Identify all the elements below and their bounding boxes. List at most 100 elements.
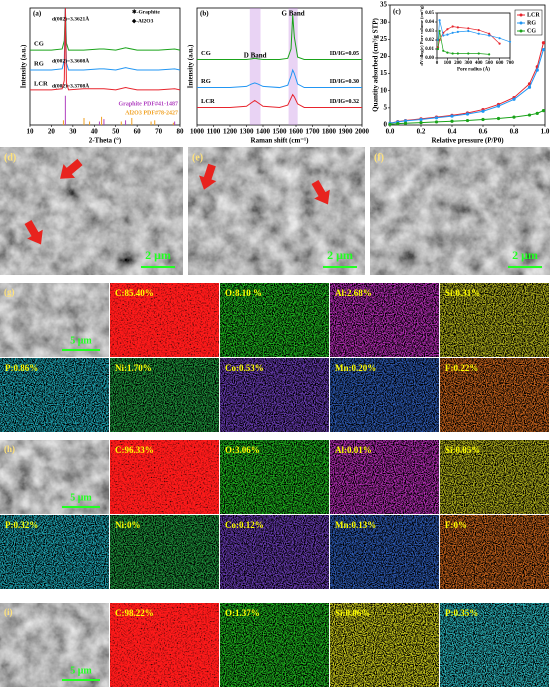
- element-label: Mn:0.20%: [335, 363, 376, 373]
- series-marker: [442, 34, 445, 37]
- y-tick-label: 35: [380, 1, 388, 9]
- series-marker: [488, 32, 491, 35]
- series-marker: [465, 118, 470, 123]
- panel-label: (d): [4, 152, 16, 163]
- panel-label: (a): [33, 10, 42, 18]
- element-map: [440, 358, 549, 432]
- x-tick-label: 0.8: [510, 128, 519, 136]
- element-label: Mn:0.13%: [335, 520, 376, 530]
- element-map: [110, 603, 219, 687]
- y-axis-label: Intensity (a.u.): [187, 44, 195, 88]
- series-marker: [403, 119, 408, 123]
- x-tick-label: 30: [69, 128, 77, 136]
- element-map: [110, 515, 219, 589]
- annotation: d(002)=3.3621Å: [52, 14, 89, 22]
- element-map: [330, 440, 439, 514]
- element-label: Al:0.01%: [335, 445, 372, 455]
- panel-label: (h): [4, 444, 15, 454]
- series-marker: [419, 121, 423, 125]
- series-line: [30, 8, 180, 91]
- series-marker: [434, 116, 439, 120]
- element-label: C:85.40%: [115, 288, 154, 298]
- element-label: Ni:1.70%: [115, 363, 152, 373]
- series-line: [197, 68, 362, 89]
- ratio-label: ID/IG=0.30: [330, 79, 359, 85]
- x-tick-label: 300: [465, 61, 473, 66]
- series-marker: [456, 52, 459, 55]
- element-map: [220, 603, 329, 687]
- sem-image: [0, 603, 109, 687]
- element-label: F:0.22%: [445, 363, 478, 373]
- x-tick-label: 600: [496, 61, 504, 66]
- y-tick-label: 0.04: [425, 20, 434, 25]
- x-tick-label: 500: [485, 61, 493, 66]
- x-tick-label: 1700: [306, 128, 321, 136]
- x-tick-label: 70: [155, 128, 163, 136]
- sem-image: [188, 147, 365, 275]
- y-tick-label: 0.00: [425, 56, 434, 61]
- series-marker: [496, 116, 501, 121]
- y-tick-label: 0.02: [425, 38, 434, 43]
- reference-name: Graphite PDF#41-1487: [119, 101, 179, 107]
- series-marker: [496, 104, 501, 108]
- series-marker: [442, 49, 445, 52]
- arrow: [199, 163, 217, 190]
- x-tick-label: 40: [91, 128, 99, 136]
- y-tick-label: 0.01: [425, 47, 434, 52]
- element-map: [220, 440, 329, 514]
- x-axis-label: 2-Theta (°): [89, 137, 122, 145]
- y-tick-label: 0: [384, 121, 388, 129]
- panel-label: (f): [374, 152, 384, 163]
- x-axis-label: Relative pressure (P/P0): [431, 137, 504, 145]
- series-marker: [446, 28, 449, 31]
- panel-label: (b): [200, 10, 209, 18]
- y-tick-label: 0.05: [425, 11, 434, 16]
- series-marker: [403, 121, 408, 125]
- element-map: [0, 358, 109, 432]
- series-marker: [396, 122, 400, 126]
- sem-image: [0, 440, 109, 514]
- scale-label: 5 μm: [70, 665, 92, 676]
- series-marker: [488, 53, 491, 56]
- element-map: [110, 358, 219, 432]
- series-line: [197, 14, 362, 60]
- series-marker: [477, 32, 480, 35]
- legend-marker: [519, 29, 523, 33]
- element-map: [110, 283, 219, 357]
- series-line: [437, 26, 500, 48]
- sem-image: [370, 147, 550, 275]
- element-label: C:96.33%: [115, 445, 154, 455]
- legend-label: CG: [527, 28, 536, 34]
- legend-frame: [514, 9, 543, 36]
- arrow: [60, 158, 83, 179]
- element-label: Si:0.05%: [445, 445, 480, 455]
- element-label: C:98.22%: [115, 608, 154, 618]
- y-axis-label: Intensity (a.u.): [20, 44, 28, 88]
- series-marker: [467, 27, 470, 30]
- x-tick-label: 100: [444, 61, 452, 66]
- series-marker: [512, 97, 516, 101]
- series-marker: [451, 25, 454, 28]
- x-tick-label: 700: [506, 61, 514, 66]
- x-tick-label: 0: [436, 61, 439, 66]
- series-marker: [527, 85, 532, 89]
- series-marker: [446, 33, 449, 36]
- element-map: [330, 515, 439, 589]
- y-tick-label: 25: [380, 35, 388, 43]
- legend-marker: [519, 13, 523, 17]
- element-map: [220, 358, 329, 432]
- annotation: ✱-Graphite: [132, 8, 160, 15]
- series-line: [30, 8, 180, 71]
- ratio-label: ID/IG=0.32: [330, 99, 359, 105]
- legend-label: RG: [527, 20, 536, 26]
- element-label: O:8.10 %: [225, 288, 262, 298]
- x-axis-label: Raman shift (cm⁻¹): [251, 137, 310, 145]
- element-label: Co:0.12%: [225, 520, 264, 530]
- series-marker: [438, 29, 441, 33]
- series-marker: [481, 117, 485, 122]
- series-marker: [446, 51, 449, 54]
- series-label: CG: [34, 41, 44, 48]
- scale-label: 5 μm: [70, 492, 92, 503]
- plot-area: [196, 7, 363, 126]
- x-tick-label: 20: [48, 128, 56, 136]
